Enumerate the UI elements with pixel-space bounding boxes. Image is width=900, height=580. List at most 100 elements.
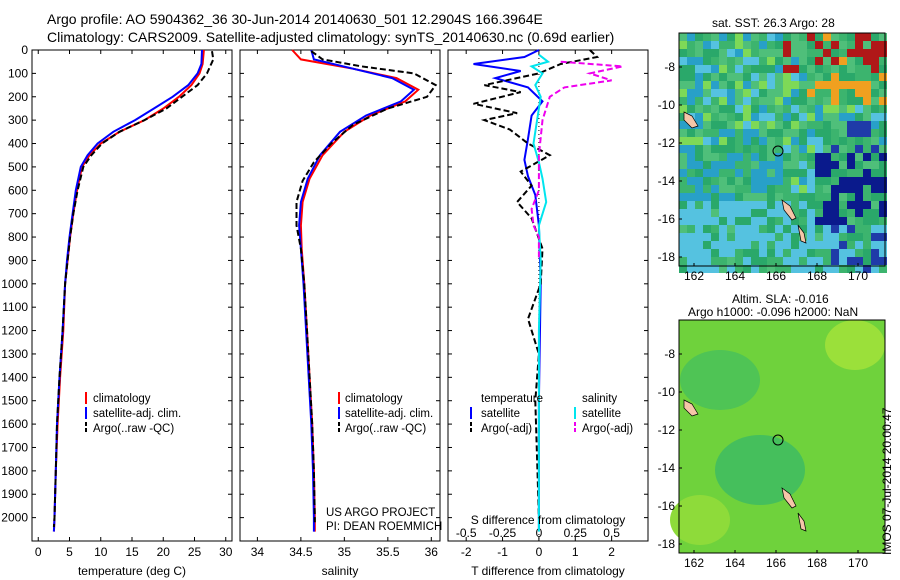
lon-tick-label: 162: [684, 269, 704, 283]
sst-cell: [839, 105, 847, 113]
sst-cell: [743, 137, 751, 145]
sst-cell: [863, 81, 871, 89]
sst-cell: [863, 209, 871, 217]
sst-cell: [775, 177, 783, 185]
x-tick-label: 30: [219, 545, 233, 559]
sst-cell: [711, 209, 719, 217]
sst-cell: [879, 161, 887, 169]
sst-cell: [855, 41, 863, 49]
sst-cell: [711, 249, 719, 257]
sst-cell: [759, 81, 767, 89]
sst-cell: [871, 257, 879, 265]
sst-cell: [807, 97, 815, 105]
sst-cell: [815, 153, 823, 161]
sst-cell: [839, 169, 847, 177]
sst-cell: [791, 265, 799, 273]
legend-climatology-label: climatology: [93, 393, 151, 405]
x-tick-label: 34: [251, 545, 265, 559]
x-tick-label: 25: [188, 545, 202, 559]
lat-tick-label: -8: [664, 347, 675, 361]
sst-cell: [695, 161, 703, 169]
sst-cell: [847, 113, 855, 121]
sst-cell: [863, 49, 871, 57]
sst-cell: [735, 81, 743, 89]
sst-cell: [767, 201, 775, 209]
sst-cell: [879, 201, 887, 209]
sst-cell: [711, 89, 719, 97]
sst-cell: [839, 113, 847, 121]
sst-cell: [751, 209, 759, 217]
sst-cell: [775, 241, 783, 249]
sst-cell: [735, 161, 743, 169]
sst-cell: [831, 121, 839, 129]
sst-cell: [839, 177, 847, 185]
x-tick-label: 15: [125, 545, 139, 559]
sst-cell: [799, 89, 807, 97]
sst-cell: [735, 89, 743, 97]
salinity-plot-frame: [239, 49, 441, 542]
sst-cell: [831, 241, 839, 249]
sst-cell: [799, 81, 807, 89]
sst-cell: [711, 217, 719, 225]
y-tick-label: 800: [8, 230, 28, 244]
sst-cell: [727, 153, 735, 161]
sst-cell: [775, 49, 783, 57]
series-line-argo: [295, 50, 438, 523]
sst-cell: [839, 209, 847, 217]
sst-cell: [831, 89, 839, 97]
sst-cell: [767, 113, 775, 121]
sst-cell: [879, 177, 887, 185]
sst-cell: [847, 185, 855, 193]
sst-cell: [735, 257, 743, 265]
sst-cell: [839, 257, 847, 265]
sst-cell: [751, 129, 759, 137]
sst-cell: [711, 233, 719, 241]
sst-cell: [679, 209, 687, 217]
sst-cell: [791, 97, 799, 105]
sst-cell: [823, 41, 831, 49]
sst-cell: [863, 153, 871, 161]
sst-cell: [799, 33, 807, 41]
sst-cell: [719, 177, 727, 185]
sst-cell: [775, 185, 783, 193]
sst-cell: [703, 209, 711, 217]
sst-cell: [687, 193, 695, 201]
sst-cell: [799, 201, 807, 209]
profile-title: Argo profile: AO 5904362_36 30-Jun-2014 …: [47, 11, 543, 27]
sst-cell: [783, 193, 791, 201]
y-tick-label: 1600: [1, 417, 28, 431]
island-outline: [781, 199, 797, 221]
sst-cell: [879, 121, 887, 129]
sst-cell: [807, 105, 815, 113]
sst-cell: [703, 161, 711, 169]
sst-cell: [703, 217, 711, 225]
sst-cell: [855, 153, 863, 161]
sst-cell: [839, 193, 847, 201]
y-tick-label: 0: [21, 43, 28, 57]
x-tick-label: 5: [66, 545, 73, 559]
sst-cell: [759, 265, 767, 273]
sst-cell: [695, 265, 703, 273]
sst-cell: [679, 41, 687, 49]
sst-cell: [775, 121, 783, 129]
y-tick-label: 700: [8, 207, 28, 221]
sst-cell: [807, 153, 815, 161]
sst-cell: [799, 225, 807, 233]
sst-cell: [863, 265, 871, 273]
sst-cell: [687, 81, 695, 89]
sst-cell: [839, 57, 847, 65]
sst-cell: [759, 129, 767, 137]
sst-cell: [799, 177, 807, 185]
sst-cell: [863, 73, 871, 81]
sst-cell: [871, 73, 879, 81]
sst-cell: [727, 185, 735, 193]
sst-cell: [695, 233, 703, 241]
sst-cell: [823, 209, 831, 217]
sst-cell: [863, 169, 871, 177]
sst-cell: [719, 121, 727, 129]
sst-cell: [847, 121, 855, 129]
sst-cell: [703, 41, 711, 49]
sst-cell: [831, 233, 839, 241]
sst-cell: [783, 177, 791, 185]
sst-cell: [839, 81, 847, 89]
